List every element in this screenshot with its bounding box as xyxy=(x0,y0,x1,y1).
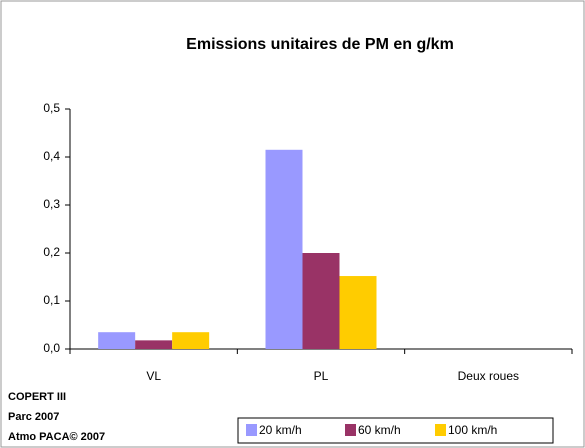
bar xyxy=(339,276,377,349)
annotation: Atmo PACA© 2007 xyxy=(8,431,105,443)
annotation: Parc 2007 xyxy=(8,411,59,423)
legend-swatch xyxy=(246,424,257,436)
y-tick-label: 0,5 xyxy=(43,101,60,115)
legend-swatch xyxy=(345,424,356,436)
y-tick-label: 0,1 xyxy=(43,293,60,307)
chart-title: Emissions unitaires de PM en g/km xyxy=(186,36,454,53)
bar xyxy=(98,332,136,349)
x-tick-label: Deux roues xyxy=(458,369,519,383)
x-tick-label: VL xyxy=(146,369,161,383)
bar xyxy=(265,149,303,349)
bar xyxy=(172,332,210,349)
legend-swatch xyxy=(435,424,446,436)
y-tick-label: 0,0 xyxy=(43,341,60,355)
x-tick-label: PL xyxy=(314,369,329,383)
legend-label: 60 km/h xyxy=(358,423,401,437)
legend-label: 100 km/h xyxy=(448,423,497,437)
y-tick-label: 0,2 xyxy=(43,245,60,259)
bar xyxy=(135,340,173,349)
y-tick-label: 0,4 xyxy=(43,149,60,163)
legend-box xyxy=(237,417,554,444)
y-tick-label: 0,3 xyxy=(43,197,60,211)
legend-label: 20 km/h xyxy=(259,423,302,437)
annotation: COPERT III xyxy=(8,391,66,403)
bar xyxy=(302,253,340,349)
